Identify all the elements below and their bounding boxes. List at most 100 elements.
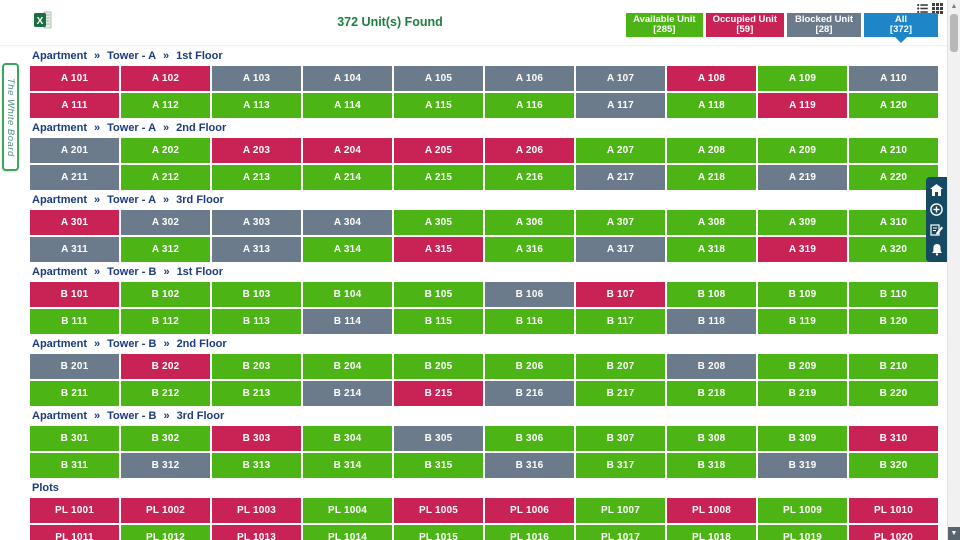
unit-cell-pl-1007[interactable]: PL 1007: [576, 498, 665, 523]
unit-cell-b-104[interactable]: B 104: [303, 282, 392, 307]
unit-cell-b-313[interactable]: B 313: [212, 453, 301, 478]
unit-cell-pl-1019[interactable]: PL 1019: [758, 525, 847, 540]
unit-cell-pl-1018[interactable]: PL 1018: [667, 525, 756, 540]
unit-cell-a-103[interactable]: A 103: [212, 66, 301, 91]
unit-cell-b-105[interactable]: B 105: [394, 282, 483, 307]
unit-cell-b-118[interactable]: B 118: [667, 309, 756, 334]
unit-cell-b-111[interactable]: B 111: [30, 309, 119, 334]
unit-cell-b-317[interactable]: B 317: [576, 453, 665, 478]
unit-cell-b-208[interactable]: B 208: [667, 354, 756, 379]
unit-cell-b-314[interactable]: B 314: [303, 453, 392, 478]
unit-cell-pl-1011[interactable]: PL 1011: [30, 525, 119, 540]
unit-cell-b-305[interactable]: B 305: [394, 426, 483, 451]
unit-cell-b-201[interactable]: B 201: [30, 354, 119, 379]
unit-cell-a-310[interactable]: A 310: [849, 210, 938, 235]
unit-cell-b-205[interactable]: B 205: [394, 354, 483, 379]
unit-cell-pl-1016[interactable]: PL 1016: [485, 525, 574, 540]
unit-cell-a-106[interactable]: A 106: [485, 66, 574, 91]
unit-cell-a-218[interactable]: A 218: [667, 165, 756, 190]
unit-cell-a-203[interactable]: A 203: [212, 138, 301, 163]
unit-cell-b-101[interactable]: B 101: [30, 282, 119, 307]
unit-cell-pl-1015[interactable]: PL 1015: [394, 525, 483, 540]
unit-cell-a-220[interactable]: A 220: [849, 165, 938, 190]
unit-cell-pl-1004[interactable]: PL 1004: [303, 498, 392, 523]
home-icon[interactable]: [930, 183, 943, 196]
unit-cell-b-107[interactable]: B 107: [576, 282, 665, 307]
unit-cell-a-312[interactable]: A 312: [121, 237, 210, 262]
unit-cell-b-209[interactable]: B 209: [758, 354, 847, 379]
unit-cell-b-112[interactable]: B 112: [121, 309, 210, 334]
unit-cell-a-115[interactable]: A 115: [394, 93, 483, 118]
unit-cell-a-111[interactable]: A 111: [30, 93, 119, 118]
bell-icon[interactable]: [930, 243, 943, 256]
unit-cell-a-109[interactable]: A 109: [758, 66, 847, 91]
unit-cell-a-319[interactable]: A 319: [758, 237, 847, 262]
unit-cell-b-304[interactable]: B 304: [303, 426, 392, 451]
unit-cell-a-207[interactable]: A 207: [576, 138, 665, 163]
unit-cell-a-301[interactable]: A 301: [30, 210, 119, 235]
unit-cell-a-304[interactable]: A 304: [303, 210, 392, 235]
unit-cell-pl-1005[interactable]: PL 1005: [394, 498, 483, 523]
unit-cell-b-207[interactable]: B 207: [576, 354, 665, 379]
unit-cell-a-117[interactable]: A 117: [576, 93, 665, 118]
unit-cell-a-205[interactable]: A 205: [394, 138, 483, 163]
unit-cell-pl-1001[interactable]: PL 1001: [30, 498, 119, 523]
unit-cell-a-308[interactable]: A 308: [667, 210, 756, 235]
unit-cell-a-114[interactable]: A 114: [303, 93, 392, 118]
unit-cell-pl-1006[interactable]: PL 1006: [485, 498, 574, 523]
unit-cell-a-108[interactable]: A 108: [667, 66, 756, 91]
unit-cell-b-320[interactable]: B 320: [849, 453, 938, 478]
unit-cell-a-202[interactable]: A 202: [121, 138, 210, 163]
unit-cell-a-113[interactable]: A 113: [212, 93, 301, 118]
unit-cell-a-219[interactable]: A 219: [758, 165, 847, 190]
unit-cell-a-303[interactable]: A 303: [212, 210, 301, 235]
unit-cell-a-204[interactable]: A 204: [303, 138, 392, 163]
unit-cell-a-318[interactable]: A 318: [667, 237, 756, 262]
unit-cell-b-120[interactable]: B 120: [849, 309, 938, 334]
unit-cell-pl-1012[interactable]: PL 1012: [121, 525, 210, 540]
unit-cell-b-210[interactable]: B 210: [849, 354, 938, 379]
unit-cell-b-315[interactable]: B 315: [394, 453, 483, 478]
export-excel-icon[interactable]: X: [33, 11, 53, 29]
unit-cell-a-210[interactable]: A 210: [849, 138, 938, 163]
legend-occupied-unit-button[interactable]: Occupied Unit [59]: [705, 13, 784, 37]
unit-cell-b-204[interactable]: B 204: [303, 354, 392, 379]
unit-cell-b-114[interactable]: B 114: [303, 309, 392, 334]
unit-cell-a-306[interactable]: A 306: [485, 210, 574, 235]
unit-cell-a-119[interactable]: A 119: [758, 93, 847, 118]
unit-cell-b-219[interactable]: B 219: [758, 381, 847, 406]
unit-cell-b-206[interactable]: B 206: [485, 354, 574, 379]
unit-cell-a-307[interactable]: A 307: [576, 210, 665, 235]
unit-cell-b-301[interactable]: B 301: [30, 426, 119, 451]
unit-cell-b-311[interactable]: B 311: [30, 453, 119, 478]
unit-cell-b-307[interactable]: B 307: [576, 426, 665, 451]
unit-cell-b-216[interactable]: B 216: [485, 381, 574, 406]
scrollbar-thumb[interactable]: [950, 14, 958, 52]
unit-cell-b-218[interactable]: B 218: [667, 381, 756, 406]
unit-cell-b-109[interactable]: B 109: [758, 282, 847, 307]
unit-cell-a-110[interactable]: A 110: [849, 66, 938, 91]
unit-cell-pl-1008[interactable]: PL 1008: [667, 498, 756, 523]
unit-cell-a-201[interactable]: A 201: [30, 138, 119, 163]
unit-cell-a-216[interactable]: A 216: [485, 165, 574, 190]
unit-cell-b-211[interactable]: B 211: [30, 381, 119, 406]
unit-cell-a-104[interactable]: A 104: [303, 66, 392, 91]
unit-cell-b-106[interactable]: B 106: [485, 282, 574, 307]
unit-cell-a-209[interactable]: A 209: [758, 138, 847, 163]
unit-cell-b-215[interactable]: B 215: [394, 381, 483, 406]
scroll-up-arrow[interactable]: ▲: [950, 3, 958, 10]
unit-cell-b-108[interactable]: B 108: [667, 282, 756, 307]
unit-cell-b-318[interactable]: B 318: [667, 453, 756, 478]
unit-cell-a-317[interactable]: A 317: [576, 237, 665, 262]
unit-cell-b-103[interactable]: B 103: [212, 282, 301, 307]
unit-cell-a-302[interactable]: A 302: [121, 210, 210, 235]
unit-cell-b-117[interactable]: B 117: [576, 309, 665, 334]
unit-cell-a-212[interactable]: A 212: [121, 165, 210, 190]
unit-cell-b-213[interactable]: B 213: [212, 381, 301, 406]
unit-cell-b-119[interactable]: B 119: [758, 309, 847, 334]
unit-cell-a-206[interactable]: A 206: [485, 138, 574, 163]
unit-cell-pl-1009[interactable]: PL 1009: [758, 498, 847, 523]
unit-cell-a-313[interactable]: A 313: [212, 237, 301, 262]
unit-cell-b-115[interactable]: B 115: [394, 309, 483, 334]
unit-cell-b-220[interactable]: B 220: [849, 381, 938, 406]
